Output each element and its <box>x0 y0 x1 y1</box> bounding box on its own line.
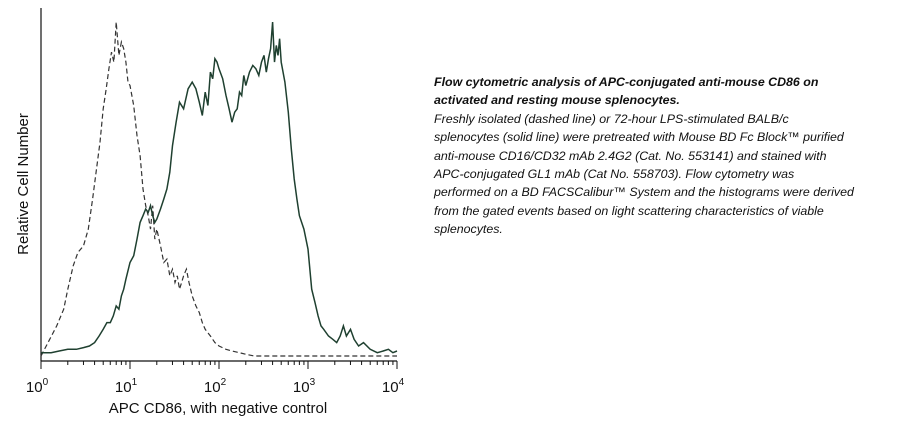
x-ticks <box>40 361 398 369</box>
figure-caption: Flow cytometric analysis of APC-conjugat… <box>434 73 854 239</box>
y-axis-title: Relative Cell Number <box>15 113 32 255</box>
caption-body: Freshly isolated (dashed line) or 72-hou… <box>434 111 854 237</box>
x-axis-title: APC CD86, with negative control <box>109 400 327 417</box>
plot-area <box>40 8 398 369</box>
x-tick-label: 101 <box>115 377 138 396</box>
histogram-chart: 100 101 102 103 104 APC CD86, with negative … <box>15 8 405 417</box>
x-tick-label: 103 <box>293 377 316 396</box>
x-tick-label: 100 <box>26 377 49 396</box>
x-tick-labels: 100 101 102 103 104 <box>26 377 405 396</box>
series-solid-activated-line <box>41 21 398 354</box>
x-tick-label: 104 <box>382 377 405 396</box>
series-dashed-resting-line <box>40 21 397 357</box>
x-tick-label: 102 <box>204 377 227 396</box>
caption-title: Flow cytometric analysis of APC-conjugat… <box>434 75 819 108</box>
